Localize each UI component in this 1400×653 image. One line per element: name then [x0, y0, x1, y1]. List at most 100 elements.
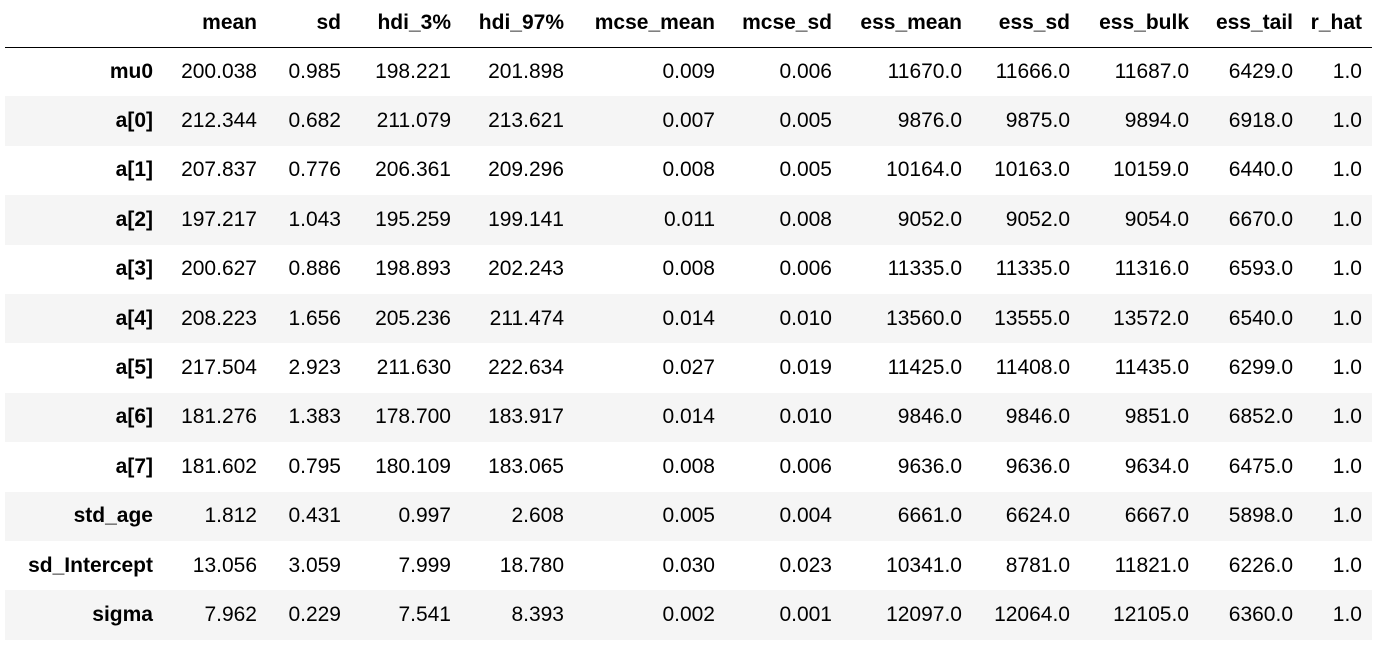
table-cell: 11670.0	[887, 59, 962, 83]
table-body: mu0 200.038 0.985 198.221 201.898 0.009 0.006 1…	[5, 47, 1372, 640]
row-label: a[6]	[115, 405, 153, 429]
table-cell: 12105.0	[1113, 602, 1189, 626]
table-cell: 3.059	[288, 553, 341, 577]
table-cell: 1.0	[1332, 207, 1362, 231]
column-header: hdi_3%	[351, 0, 461, 48]
table-cell: 212.344	[181, 109, 257, 133]
table-cell: 6667.0	[1124, 504, 1189, 528]
table-cell: 0.004	[779, 504, 832, 528]
table-row: a[5] 217.504 2.923 211.630 222.634 0.027 0.019…	[5, 343, 1372, 392]
table-cell: 6918.0	[1228, 109, 1293, 133]
table-cell: 9636.0	[897, 454, 962, 478]
table-cell: 6475.0	[1228, 454, 1293, 478]
table-cell: 7.962	[204, 602, 257, 626]
table-header: mean sd hdi_3% hdi_97% mcse_mean mcse_sd ess_m…	[5, 0, 1372, 48]
table-cell: 6593.0	[1228, 257, 1293, 281]
row-label: sd_Intercept	[28, 553, 153, 577]
table-row: a[2] 197.217 1.043 195.259 199.141 0.011 0.008…	[5, 195, 1372, 245]
table-cell: 9636.0	[1005, 454, 1070, 478]
table-cell: 181.276	[181, 405, 257, 429]
table-cell: 5898.0	[1228, 504, 1293, 528]
table-cell: 6226.0	[1228, 553, 1293, 577]
table-cell: 197.217	[181, 207, 257, 231]
table-cell: 7.541	[398, 602, 451, 626]
table-row: sd_Intercept 13.056 3.059 7.999 18.780 0.030 0…	[5, 541, 1372, 590]
table-cell: 0.030	[662, 553, 715, 577]
table-cell: 0.010	[779, 405, 832, 429]
table-cell: 6440.0	[1228, 158, 1293, 182]
table-cell: 1.656	[288, 306, 341, 330]
table-cell: 11335.0	[995, 257, 1070, 281]
summary-table: mean sd hdi_3% hdi_97% mcse_mean mcse_sd ess_m…	[5, 0, 1372, 640]
table-cell: 1.812	[204, 504, 257, 528]
table-cell: 11335.0	[887, 257, 962, 281]
column-header: r_hat	[1303, 0, 1372, 48]
table-cell: 0.008	[662, 257, 715, 281]
column-header-index	[5, 0, 163, 48]
column-header: mean	[163, 0, 267, 48]
table-cell: 222.634	[488, 356, 564, 380]
table-cell: 18.780	[499, 553, 564, 577]
table-cell: 1.0	[1332, 109, 1362, 133]
table-cell: 11666.0	[995, 59, 1070, 83]
column-header: mcse_mean	[574, 0, 725, 48]
table-cell: 200.627	[181, 257, 257, 281]
table-cell: 1.383	[288, 405, 341, 429]
table-cell: 13555.0	[994, 306, 1070, 330]
table-cell: 2.923	[288, 356, 341, 380]
table-cell: 0.005	[779, 109, 832, 133]
table-cell: 11425.0	[887, 356, 962, 380]
table-row: sigma 7.962 0.229 7.541 8.393 0.002 0.001 12097…	[5, 590, 1372, 640]
row-label: sigma	[92, 602, 153, 626]
table-cell: 11687.0	[1114, 59, 1189, 83]
column-header: sd	[267, 0, 351, 48]
table-cell: 10163.0	[994, 158, 1070, 182]
table-cell: 13560.0	[886, 306, 962, 330]
table-cell: 217.504	[181, 356, 257, 380]
table-cell: 0.027	[662, 356, 715, 380]
table-cell: 198.893	[375, 257, 451, 281]
table-cell: 0.014	[662, 306, 715, 330]
table-cell: 0.006	[779, 454, 832, 478]
table-cell: 0.008	[662, 454, 715, 478]
table-cell: 9851.0	[1124, 405, 1189, 429]
table-cell: 1.0	[1332, 405, 1362, 429]
table-cell: 9052.0	[897, 207, 962, 231]
table-cell: 12064.0	[994, 602, 1070, 626]
table-cell: 10341.0	[886, 553, 962, 577]
table-row: a[0] 212.344 0.682 211.079 213.621 0.007 0.005…	[5, 96, 1372, 146]
table-cell: 1.0	[1332, 454, 1362, 478]
table-cell: 181.602	[181, 454, 257, 478]
table-cell: 9052.0	[1005, 207, 1070, 231]
table-cell: 6661.0	[897, 504, 962, 528]
table-cell: 200.038	[181, 59, 257, 83]
table-cell: 8.393	[511, 602, 564, 626]
table-cell: 0.006	[779, 257, 832, 281]
table-cell: 211.630	[376, 356, 451, 380]
row-label: a[1]	[115, 158, 153, 182]
table-cell: 11435.0	[1114, 356, 1189, 380]
table-cell: 9894.0	[1124, 109, 1189, 133]
table-cell: 211.079	[376, 109, 451, 133]
table-cell: 209.296	[488, 158, 564, 182]
table-cell: 0.001	[779, 602, 832, 626]
table-cell: 7.999	[398, 553, 451, 577]
table-cell: 198.221	[375, 59, 451, 83]
table-cell: 0.005	[779, 158, 832, 182]
table-row: a[7] 181.602 0.795 180.109 183.065 0.008 0.006…	[5, 442, 1372, 491]
column-header: ess_mean	[842, 0, 972, 48]
column-header: mcse_sd	[725, 0, 842, 48]
table-cell: 0.795	[288, 454, 341, 478]
table-cell: 1.0	[1332, 59, 1362, 83]
table-cell: 6540.0	[1228, 306, 1293, 330]
column-header: ess_tail	[1199, 0, 1303, 48]
table-cell: 0.009	[662, 59, 715, 83]
table-cell: 13.056	[192, 553, 257, 577]
table-cell: 180.109	[375, 454, 451, 478]
table-cell: 6624.0	[1005, 504, 1070, 528]
table-cell: 1.0	[1332, 257, 1362, 281]
table-cell: 0.997	[398, 504, 451, 528]
row-label: a[5]	[115, 356, 153, 380]
table-cell: 1.0	[1332, 504, 1362, 528]
